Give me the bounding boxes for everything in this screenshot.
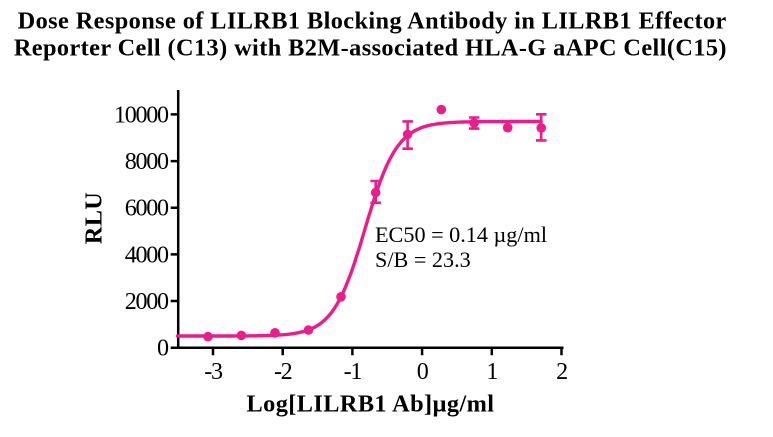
svg-text:0: 0 [417, 359, 429, 385]
svg-text:2: 2 [556, 359, 567, 385]
svg-text:Dose Response of LILRB1 Blocki: Dose Response of LILRB1 Blocking Antibod… [18, 7, 727, 34]
svg-text:Log[LILRB1 Ab]µg/ml: Log[LILRB1 Ab]µg/ml [247, 390, 495, 417]
svg-text:4000: 4000 [125, 242, 169, 268]
svg-text:RLU: RLU [81, 192, 108, 245]
svg-text:8000: 8000 [125, 149, 169, 175]
svg-text:0: 0 [157, 336, 169, 362]
svg-text:10000: 10000 [114, 102, 169, 128]
svg-text:-2: -2 [274, 359, 292, 385]
svg-text:EC50 = 0.14 µg/ml: EC50 = 0.14 µg/ml [375, 222, 547, 247]
svg-text:-1: -1 [344, 359, 362, 385]
svg-text:Reporter Cell (C13) with B2M-a: Reporter Cell (C13) with B2M-associated … [14, 35, 727, 62]
svg-text:S/B = 23.3: S/B = 23.3 [375, 247, 471, 272]
svg-text:2000: 2000 [125, 289, 169, 315]
svg-text:-3: -3 [204, 359, 223, 385]
svg-text:6000: 6000 [125, 196, 169, 222]
svg-text:1: 1 [486, 359, 497, 385]
